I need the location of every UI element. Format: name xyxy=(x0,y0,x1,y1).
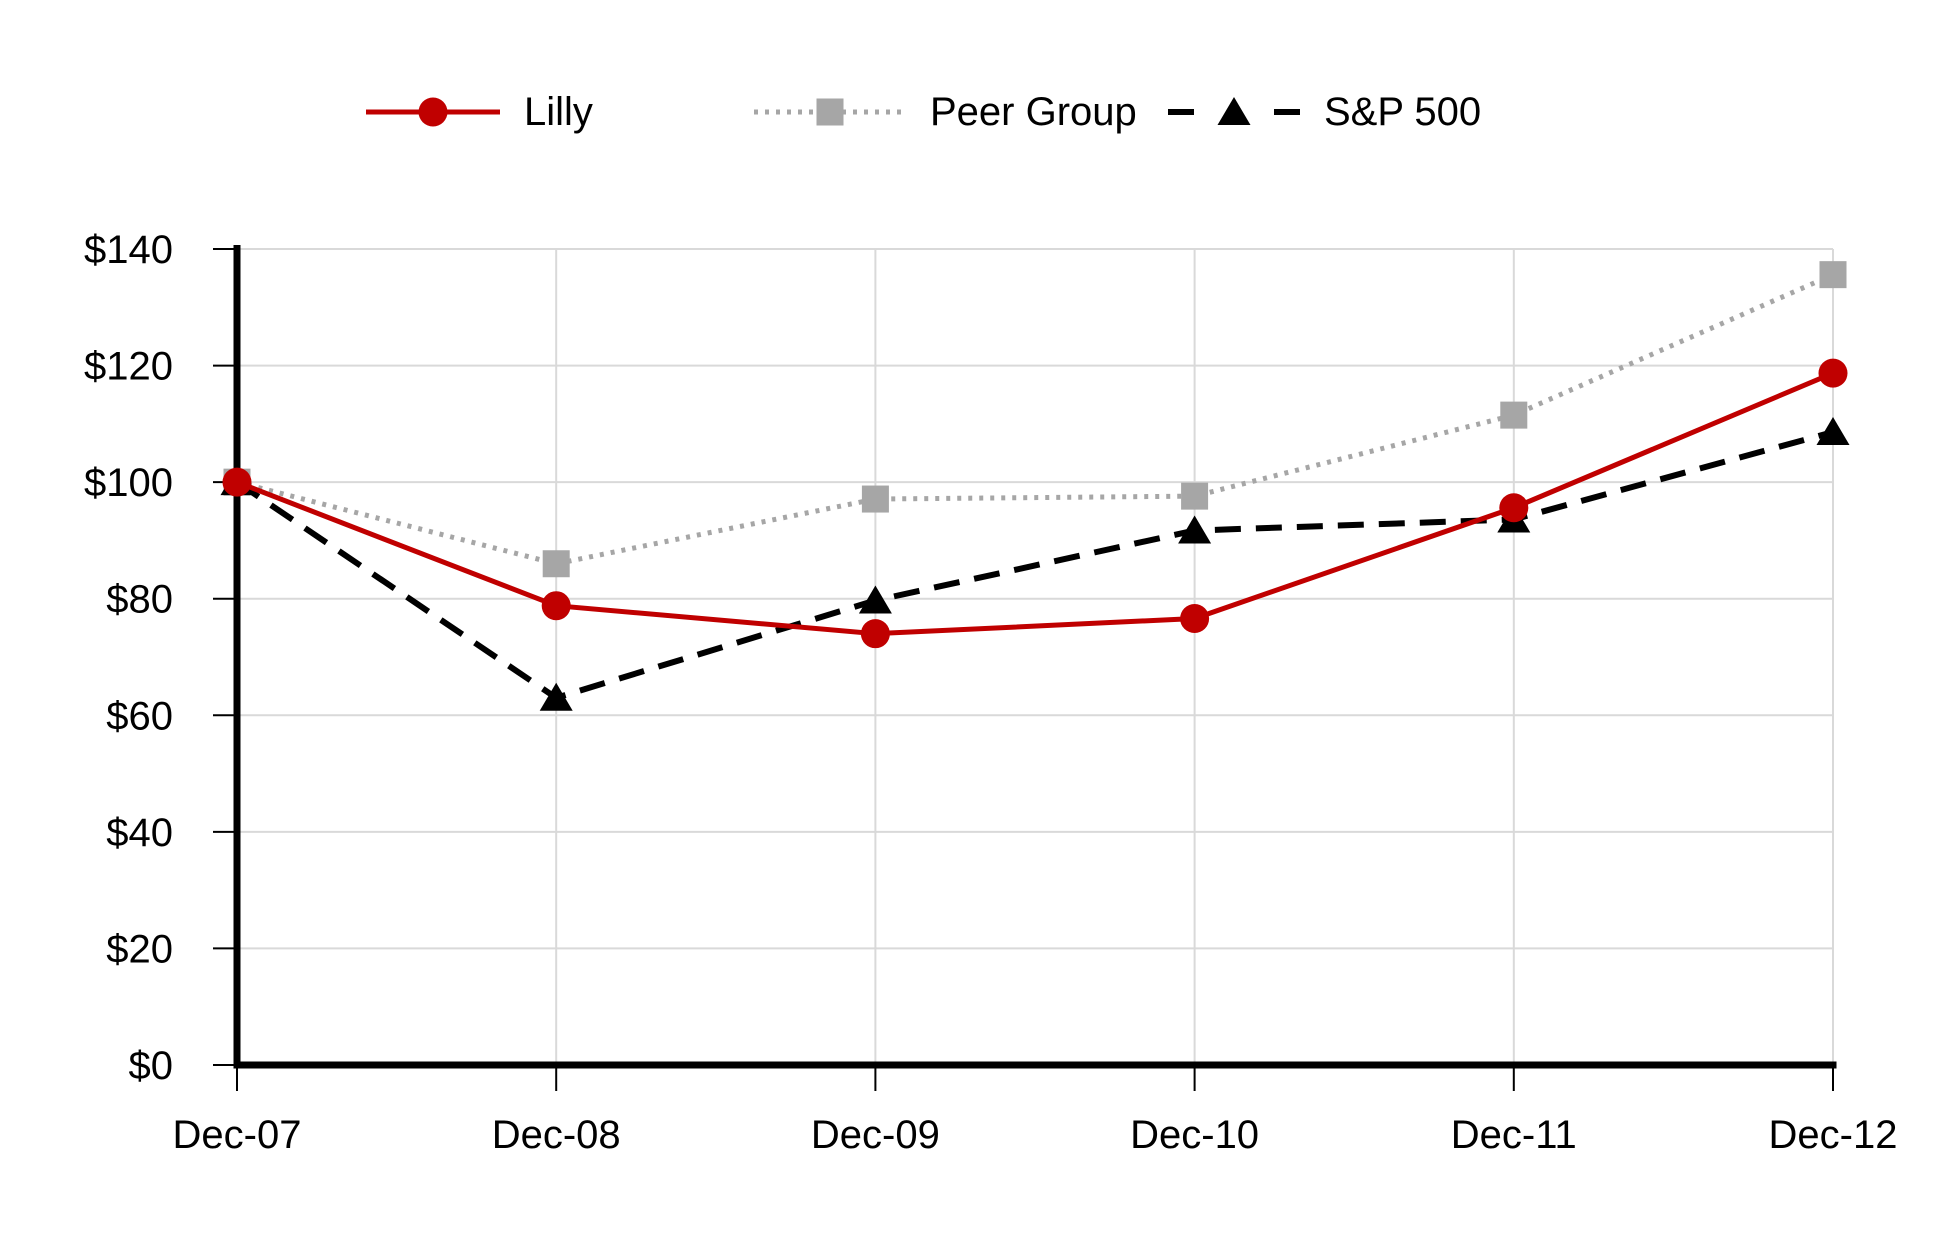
y-axis-label: $20 xyxy=(106,927,173,971)
series-line xyxy=(236,370,1834,637)
data-point-marker xyxy=(222,467,252,497)
y-axis-label: $120 xyxy=(84,345,173,389)
y-axis-label: $80 xyxy=(106,578,173,622)
x-axis-label: Dec-09 xyxy=(811,1113,940,1157)
legend-marker xyxy=(816,98,844,126)
lilly-series-swatch-icon xyxy=(366,97,500,127)
legend-marker xyxy=(418,97,448,127)
legend-label-peer-group: Peer Group xyxy=(930,90,1137,134)
data-point-marker xyxy=(1181,482,1209,510)
peer-group-series-swatch-icon xyxy=(754,98,906,126)
legend-marker xyxy=(1217,97,1251,125)
y-axis-label: $140 xyxy=(84,228,173,272)
series-line xyxy=(236,272,1835,567)
data-point-marker xyxy=(1816,417,1850,446)
data-point-marker xyxy=(1500,401,1528,429)
legend-item-peer-group: Peer Group xyxy=(754,86,1137,138)
data-point-marker xyxy=(861,485,889,513)
x-axis-label: Dec-12 xyxy=(1769,1113,1898,1157)
data-point-marker xyxy=(1819,261,1847,289)
y-axis-label: $0 xyxy=(129,1044,174,1088)
legend-label-sp500: S&P 500 xyxy=(1324,90,1482,134)
y-axis-label: $100 xyxy=(84,461,173,505)
data-point-marker xyxy=(858,585,892,614)
data-point-marker xyxy=(541,591,571,621)
y-axis-label: $40 xyxy=(106,811,173,855)
legend-item-lilly: Lilly xyxy=(366,86,593,138)
data-point-marker xyxy=(1180,604,1210,634)
data-point-marker xyxy=(860,619,890,649)
data-point-marker xyxy=(1499,493,1529,523)
x-axis-label: Dec-07 xyxy=(173,1113,302,1157)
data-point-marker xyxy=(1178,515,1212,544)
x-axis-label: Dec-08 xyxy=(492,1113,621,1157)
series-peer-group xyxy=(223,261,1847,578)
sp500-series-swatch-icon xyxy=(1168,97,1300,125)
data-point-marker xyxy=(539,682,573,711)
y-axis-label: $60 xyxy=(106,694,173,738)
data-point-marker xyxy=(542,550,570,578)
series-lilly xyxy=(222,358,1848,649)
x-axis-label: Dec-11 xyxy=(1451,1113,1577,1157)
axes: $0 $20 $40 $60 $80 $100 $120 $140 Dec-07 Dec-08 De… xyxy=(84,228,1897,1157)
legend-item-sp500: S&P 500 xyxy=(1168,86,1481,138)
legend-label-lilly: Lilly xyxy=(524,90,593,134)
series-line xyxy=(235,429,1834,702)
data-point-marker xyxy=(1818,358,1848,388)
series-s-p-500 xyxy=(220,417,1850,711)
x-axis-label: Dec-10 xyxy=(1130,1113,1259,1157)
gridlines xyxy=(237,248,1834,1065)
